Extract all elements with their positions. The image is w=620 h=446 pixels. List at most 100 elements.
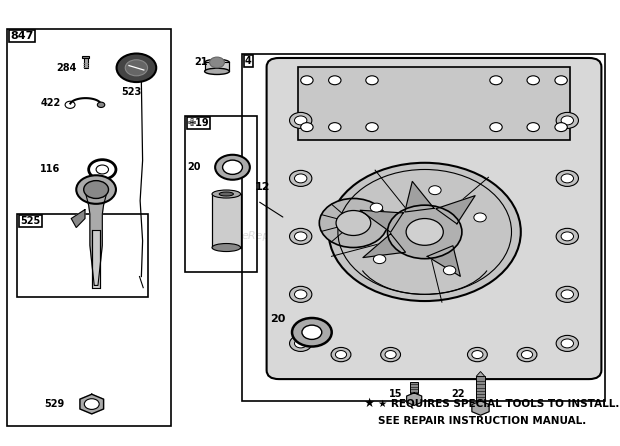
Bar — [82, 56, 89, 58]
Circle shape — [527, 123, 539, 132]
Circle shape — [388, 205, 462, 259]
Bar — [298, 67, 570, 140]
Circle shape — [331, 347, 351, 362]
Ellipse shape — [205, 59, 229, 66]
Circle shape — [336, 211, 371, 235]
Circle shape — [319, 198, 388, 248]
Circle shape — [302, 325, 322, 339]
Circle shape — [561, 174, 574, 183]
Polygon shape — [436, 196, 475, 224]
Circle shape — [292, 318, 332, 347]
Circle shape — [521, 351, 533, 359]
Circle shape — [527, 76, 539, 85]
Circle shape — [561, 339, 574, 348]
Circle shape — [472, 351, 483, 359]
Circle shape — [428, 186, 441, 194]
Circle shape — [329, 76, 341, 85]
Bar — [410, 382, 418, 393]
Circle shape — [96, 165, 108, 174]
Polygon shape — [363, 234, 405, 258]
Circle shape — [89, 160, 116, 179]
Polygon shape — [405, 182, 434, 212]
Circle shape — [517, 347, 537, 362]
Circle shape — [556, 170, 578, 186]
Circle shape — [381, 347, 401, 362]
Circle shape — [561, 116, 574, 125]
Text: eReplacementParts.com: eReplacementParts.com — [242, 231, 378, 241]
Ellipse shape — [205, 68, 229, 74]
Polygon shape — [360, 210, 403, 232]
Bar — [7, 29, 170, 426]
Polygon shape — [71, 210, 85, 227]
Polygon shape — [476, 372, 485, 376]
Text: 422: 422 — [40, 98, 61, 107]
Circle shape — [294, 290, 307, 299]
Text: ★ REQUIRES SPECIAL TOOLS TO INSTALL.: ★ REQUIRES SPECIAL TOOLS TO INSTALL. — [378, 399, 619, 409]
Circle shape — [366, 76, 378, 85]
Circle shape — [467, 347, 487, 362]
Circle shape — [555, 123, 567, 132]
Polygon shape — [427, 246, 460, 277]
Circle shape — [366, 123, 378, 132]
Circle shape — [370, 203, 383, 212]
Circle shape — [474, 213, 486, 222]
Text: 4: 4 — [245, 56, 252, 66]
Circle shape — [556, 286, 578, 302]
Bar — [17, 214, 148, 297]
Circle shape — [125, 60, 148, 76]
Circle shape — [329, 123, 341, 132]
Circle shape — [290, 170, 312, 186]
Circle shape — [84, 399, 99, 409]
Text: SEE REPAIR INSTRUCTION MANUAL.: SEE REPAIR INSTRUCTION MANUAL. — [378, 417, 587, 426]
Polygon shape — [80, 394, 104, 414]
Circle shape — [406, 219, 443, 245]
Circle shape — [97, 102, 105, 107]
Circle shape — [385, 351, 396, 359]
Text: 21: 21 — [194, 58, 208, 67]
Bar — [205, 62, 229, 71]
Circle shape — [561, 290, 574, 299]
Circle shape — [555, 76, 567, 85]
Circle shape — [556, 228, 578, 244]
Circle shape — [329, 163, 521, 301]
Circle shape — [556, 112, 578, 128]
Circle shape — [210, 57, 224, 68]
Circle shape — [223, 160, 242, 174]
Text: 22: 22 — [451, 389, 465, 399]
Circle shape — [294, 116, 307, 125]
Circle shape — [490, 76, 502, 85]
Circle shape — [335, 351, 347, 359]
Bar — [92, 230, 100, 288]
Circle shape — [294, 339, 307, 348]
Circle shape — [556, 335, 578, 351]
Text: 529: 529 — [45, 399, 65, 409]
Circle shape — [301, 123, 313, 132]
Text: 12: 12 — [254, 182, 270, 192]
Polygon shape — [472, 401, 489, 415]
Text: ★: ★ — [363, 397, 374, 410]
Text: 20: 20 — [187, 162, 201, 172]
Text: 525: 525 — [20, 216, 41, 226]
Text: 523: 523 — [121, 87, 141, 97]
Circle shape — [294, 174, 307, 183]
Bar — [212, 194, 241, 248]
Circle shape — [290, 335, 312, 351]
Text: 284: 284 — [56, 63, 76, 73]
Circle shape — [290, 112, 312, 128]
Ellipse shape — [219, 192, 233, 196]
Circle shape — [301, 76, 313, 85]
FancyBboxPatch shape — [267, 58, 601, 379]
Circle shape — [490, 123, 502, 132]
Circle shape — [76, 175, 116, 204]
Circle shape — [290, 228, 312, 244]
Polygon shape — [407, 393, 422, 405]
Ellipse shape — [212, 190, 241, 198]
Circle shape — [443, 266, 456, 275]
Polygon shape — [85, 191, 107, 285]
Circle shape — [84, 181, 108, 198]
Bar — [476, 376, 485, 401]
Circle shape — [294, 232, 307, 241]
Bar — [185, 116, 257, 272]
Bar — [84, 57, 88, 68]
Text: 116: 116 — [40, 165, 61, 174]
